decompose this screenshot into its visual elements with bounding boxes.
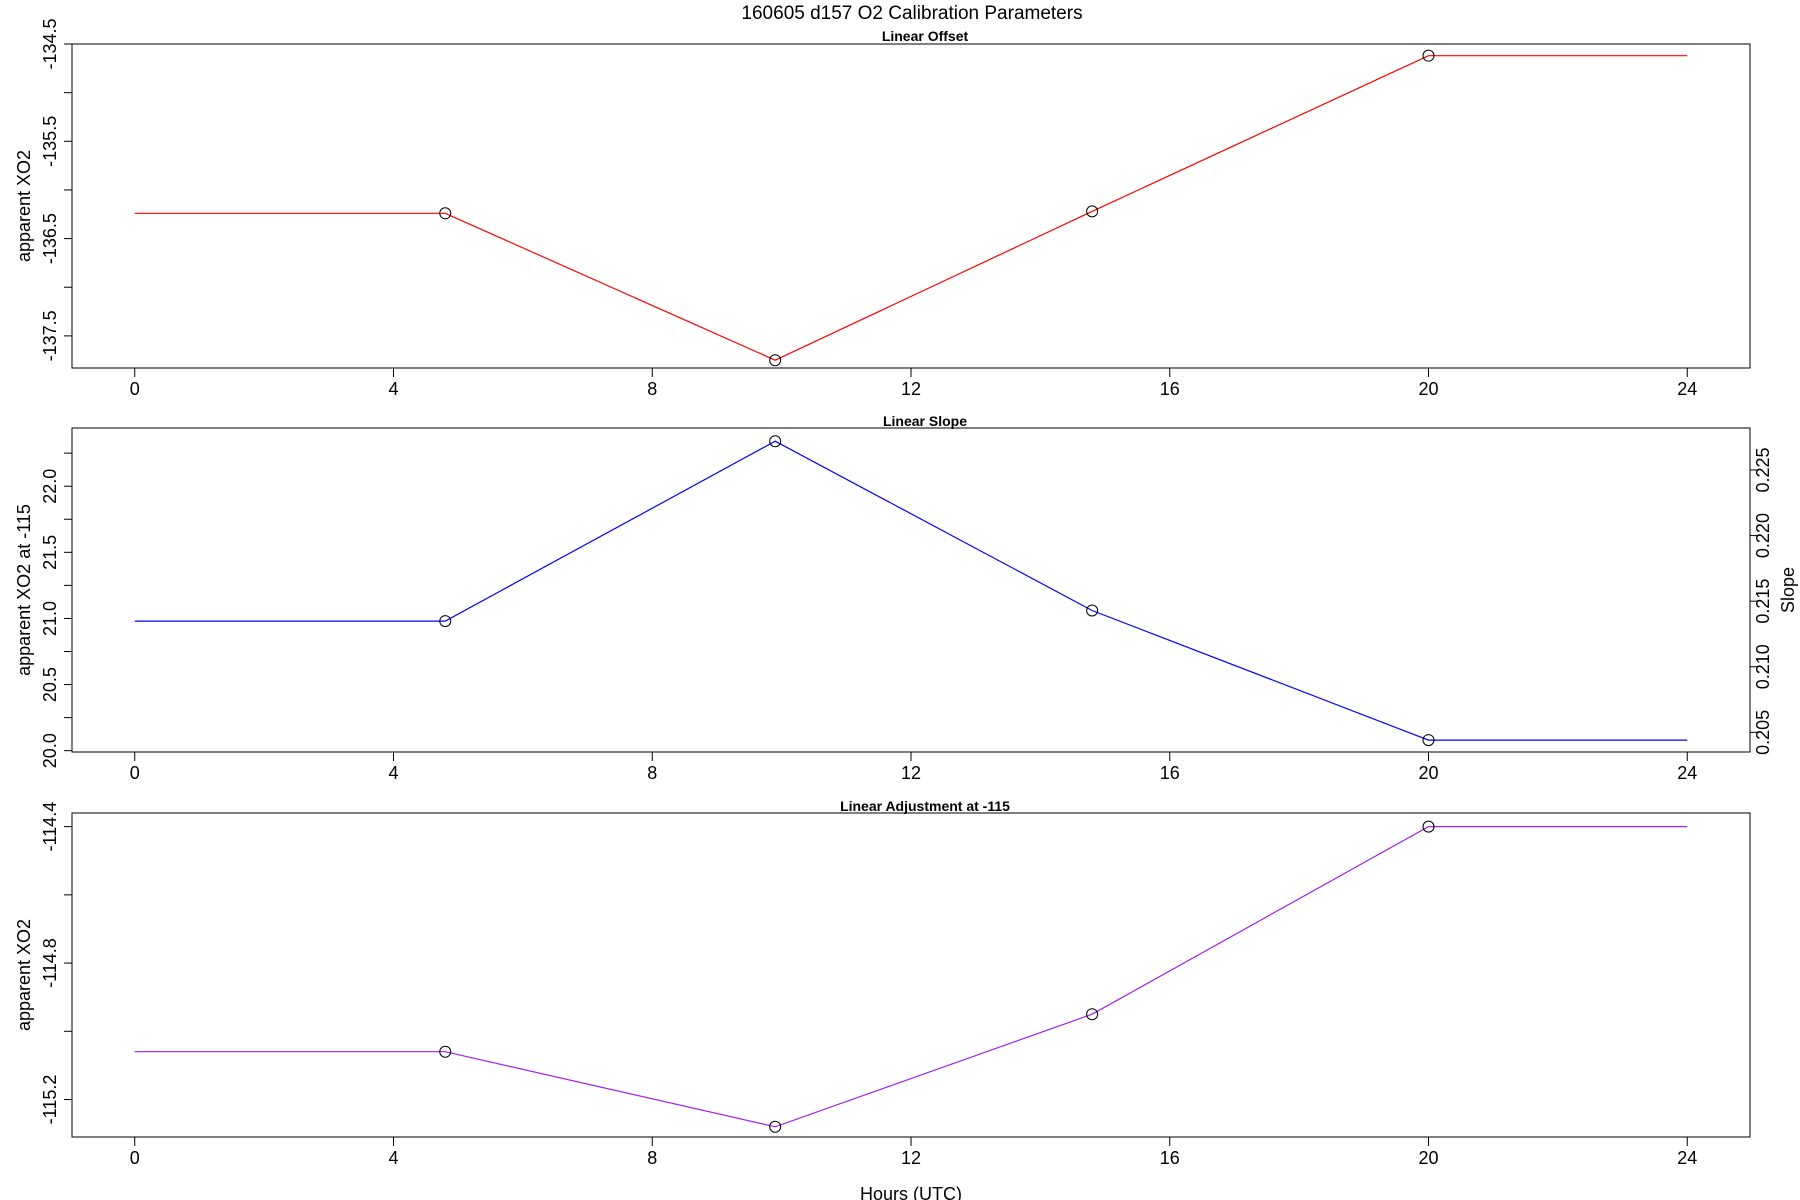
plot-frame — [71, 43, 1751, 369]
y-tick-label: -135.5 — [40, 116, 60, 167]
x-tick-label: 0 — [130, 379, 140, 399]
y-tick-label: 21.0 — [40, 601, 60, 636]
y-tick-label: 21.5 — [40, 535, 60, 570]
x-tick-label: 24 — [1677, 763, 1697, 783]
panel-title: Linear Offset — [882, 28, 969, 44]
chart-panel-3: Linear Adjustment at -115 0 4 8 12 16 20 24 -115… — [14, 798, 1751, 1200]
y-tick-label: -114.4 — [40, 802, 60, 852]
panel-title: Linear Slope — [883, 413, 967, 429]
data-point — [1422, 820, 1435, 833]
x-tick-label: 8 — [647, 379, 657, 399]
x-axis-title: Hours (UTC) — [860, 1184, 962, 1200]
x-tick-label: 12 — [901, 1148, 921, 1168]
x-tick-label: 24 — [1677, 1148, 1697, 1168]
y-tick-label: 22.0 — [40, 469, 60, 504]
data-point — [769, 435, 782, 448]
figure-title: 160605 d157 O2 Calibration Parameters — [741, 3, 1082, 24]
chart-panel-2: Linear Slope 0 4 8 12 16 20 24 20.0 20.5 21.0 21.5 2… — [14, 413, 1798, 783]
series-line — [134, 440, 1688, 741]
panel-title: Linear Adjustment at -115 — [840, 798, 1010, 814]
x-tick-label: 16 — [1160, 379, 1180, 399]
data-point — [769, 354, 782, 367]
chart-panel-1: Linear Offset 0 4 8 12 16 20 24 -137.5 -136.5 -135… — [14, 18, 1751, 399]
plot-frame — [71, 427, 1751, 753]
x-tick-label: 24 — [1677, 379, 1697, 399]
y-tick-label: -114.8 — [40, 938, 60, 988]
y-right-tick-label: 0.215 — [1753, 579, 1773, 624]
data-point — [1086, 604, 1099, 617]
y-axis-title: apparent XO2 — [14, 150, 34, 262]
x-tick-label: 12 — [901, 379, 921, 399]
x-tick-label: 4 — [388, 763, 398, 783]
x-tick-label: 12 — [901, 763, 921, 783]
data-point — [1086, 205, 1099, 218]
y-right-tick-label: 0.210 — [1753, 644, 1773, 689]
y-tick-label: -115.2 — [40, 1075, 60, 1125]
chart-panels: Linear Offset 0 4 8 12 16 20 24 -137.5 -136.5 -135… — [14, 18, 1798, 1200]
x-tick-label: 8 — [647, 1148, 657, 1168]
y-right-tick-label: 0.225 — [1753, 447, 1773, 492]
data-point — [1422, 734, 1435, 747]
series-line — [134, 825, 1688, 1128]
x-tick-label: 4 — [388, 379, 398, 399]
y-tick-label: -134.5 — [40, 18, 60, 69]
x-tick-label: 16 — [1160, 1148, 1180, 1168]
x-tick-label: 20 — [1418, 1148, 1438, 1168]
x-tick-label: 20 — [1418, 763, 1438, 783]
x-tick-label: 16 — [1160, 763, 1180, 783]
data-point — [439, 207, 452, 220]
x-tick-label: 20 — [1418, 379, 1438, 399]
y-axis-title: apparent XO2 at -115 — [14, 504, 34, 676]
plot-frame — [71, 812, 1751, 1138]
data-point — [439, 615, 452, 628]
y-right-tick-label: 0.205 — [1753, 710, 1773, 755]
y-right-axis-title: Slope — [1778, 567, 1798, 613]
y-axis-title: apparent XO2 — [14, 919, 34, 1031]
data-point — [769, 1120, 782, 1133]
y-tick-label: 20.0 — [40, 733, 60, 768]
data-point — [439, 1045, 452, 1058]
y-tick-label: -137.5 — [40, 310, 60, 361]
y-right-tick-label: 0.220 — [1753, 513, 1773, 558]
x-tick-label: 0 — [130, 1148, 140, 1168]
y-tick-label: -136.5 — [40, 213, 60, 264]
x-tick-label: 4 — [388, 1148, 398, 1168]
data-point — [1086, 1008, 1099, 1021]
x-tick-label: 8 — [647, 763, 657, 783]
x-tick-label: 0 — [130, 763, 140, 783]
series-line — [134, 55, 1688, 361]
data-point — [1422, 49, 1435, 62]
y-tick-label: 20.5 — [40, 667, 60, 702]
